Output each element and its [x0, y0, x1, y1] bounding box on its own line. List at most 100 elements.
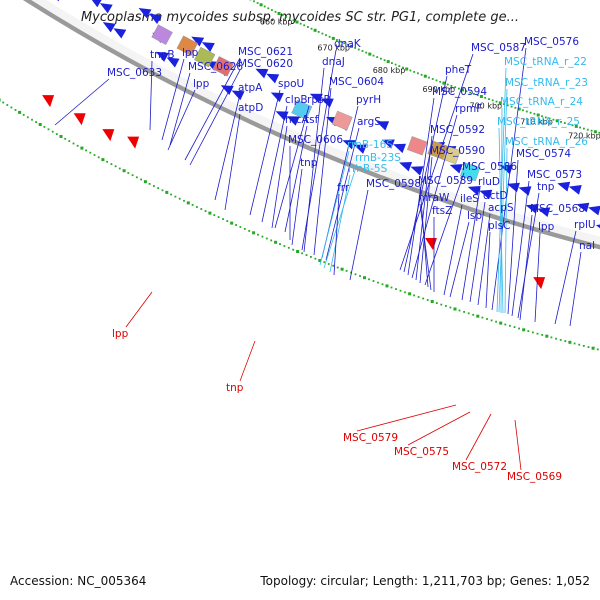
- gene-arrow: [231, 90, 245, 101]
- red-feature-marker: [533, 277, 546, 290]
- lower-tick: [368, 278, 370, 281]
- gene-arrow: [138, 8, 152, 19]
- kbp-label: 710 kbp: [520, 118, 553, 127]
- lower-tick: [467, 312, 470, 315]
- lower-label-line: [407, 411, 471, 446]
- upper-tick: [491, 99, 494, 102]
- lower-tick: [217, 216, 220, 218]
- label-line: [249, 89, 281, 216]
- label-line: [407, 97, 435, 276]
- upper-tick: [383, 59, 386, 62]
- lower-tick: [559, 339, 562, 341]
- lower-tick: [252, 231, 256, 235]
- gene-label: MSC_0621: [238, 46, 293, 58]
- label-line: [313, 87, 332, 256]
- gene-arrow: [270, 92, 284, 103]
- gene-label: rpsB: [307, 94, 331, 106]
- lower-tick: [587, 346, 590, 348]
- gene-arrow: [309, 93, 323, 104]
- lower-tick: [440, 303, 443, 306]
- gene-label: MSC_tRNA_r_25: [497, 116, 580, 128]
- gene-label: argS: [357, 116, 381, 128]
- gene-arrow: [595, 224, 600, 229]
- label-line: [498, 88, 508, 313]
- upper-tick: [488, 98, 490, 100]
- lower-tick: [430, 300, 434, 303]
- lower-tick: [336, 266, 339, 269]
- gene-label: MSC_tRNA_r_23: [505, 77, 588, 89]
- lower-tick: [417, 296, 420, 298]
- gene-arrow: [113, 28, 127, 39]
- lower-tick: [385, 284, 389, 288]
- upper-tick: [256, 2, 259, 4]
- lower-tick: [22, 114, 25, 116]
- upper-tick: [458, 87, 460, 90]
- upper-tick: [525, 110, 528, 113]
- lower-tick: [377, 281, 379, 284]
- lower-tick: [243, 228, 246, 230]
- lower-tick: [381, 283, 384, 286]
- lower-tick: [453, 307, 457, 311]
- lower-tick: [226, 220, 229, 222]
- lower-tick: [208, 211, 212, 215]
- lower-tick: [6, 104, 9, 106]
- gene-label: lsp: [467, 210, 482, 222]
- label-line-layer: [54, 47, 582, 471]
- gene-arrow: [537, 207, 551, 217]
- lower-tick: [118, 167, 121, 170]
- gene-label: mraW: [418, 192, 450, 204]
- lower-tick: [395, 288, 397, 290]
- label-line: [500, 107, 503, 314]
- gene-label: MSC_0594: [432, 86, 487, 98]
- upper-tick: [274, 10, 277, 13]
- upper-tick: [271, 9, 273, 11]
- lower-tick: [513, 326, 516, 328]
- upper-tick: [368, 52, 372, 56]
- lower-tick: [545, 334, 549, 338]
- lower-gene-label: MSC_0572: [452, 461, 507, 473]
- gene-label: plsC: [488, 220, 510, 232]
- lower-tick: [591, 346, 595, 350]
- lower-tick: [354, 273, 357, 276]
- lower-tick: [26, 116, 29, 119]
- lower-tick: [114, 165, 117, 168]
- lower-tick: [499, 321, 503, 325]
- upper-tick: [376, 56, 379, 58]
- gene-label: rrnB-23S: [355, 152, 401, 164]
- lower-tick: [486, 318, 488, 320]
- upper-tick: [325, 34, 327, 37]
- upper-tick: [409, 69, 412, 72]
- gene-label: frr: [337, 182, 350, 194]
- lower-tick: [422, 297, 425, 300]
- upper-tick: [529, 111, 532, 114]
- feature-block: [212, 56, 234, 77]
- lower-tick: [59, 135, 63, 138]
- upper-tick: [285, 16, 288, 18]
- lower-tick: [47, 128, 50, 131]
- gene-label: rpmF: [455, 103, 482, 115]
- lower-tick: [186, 201, 190, 205]
- lower-tick: [174, 195, 177, 198]
- lower-tick: [76, 144, 79, 147]
- lower-tick: [55, 133, 58, 135]
- upper-tick: [522, 109, 524, 112]
- gene-label: MSC_0606: [288, 134, 343, 146]
- lower-tick: [85, 149, 87, 152]
- lower-tick: [110, 163, 113, 165]
- lower-gene-label: tnp: [226, 382, 244, 394]
- upper-tick: [473, 93, 475, 95]
- lower-tick: [140, 178, 142, 181]
- label-line: [498, 127, 504, 314]
- lower-tick: [14, 109, 17, 111]
- gene-label: MSC_0626: [188, 61, 243, 73]
- gene-label: MSC_tRNA_r_26: [505, 136, 588, 148]
- upper-tick: [331, 36, 335, 40]
- label-line: [517, 192, 540, 319]
- lower-tick: [305, 254, 308, 256]
- lower-tick: [248, 230, 251, 232]
- lower-tick: [89, 151, 92, 154]
- gene-arrow: [525, 204, 539, 214]
- label-line: [507, 159, 519, 315]
- upper-tick: [417, 72, 419, 75]
